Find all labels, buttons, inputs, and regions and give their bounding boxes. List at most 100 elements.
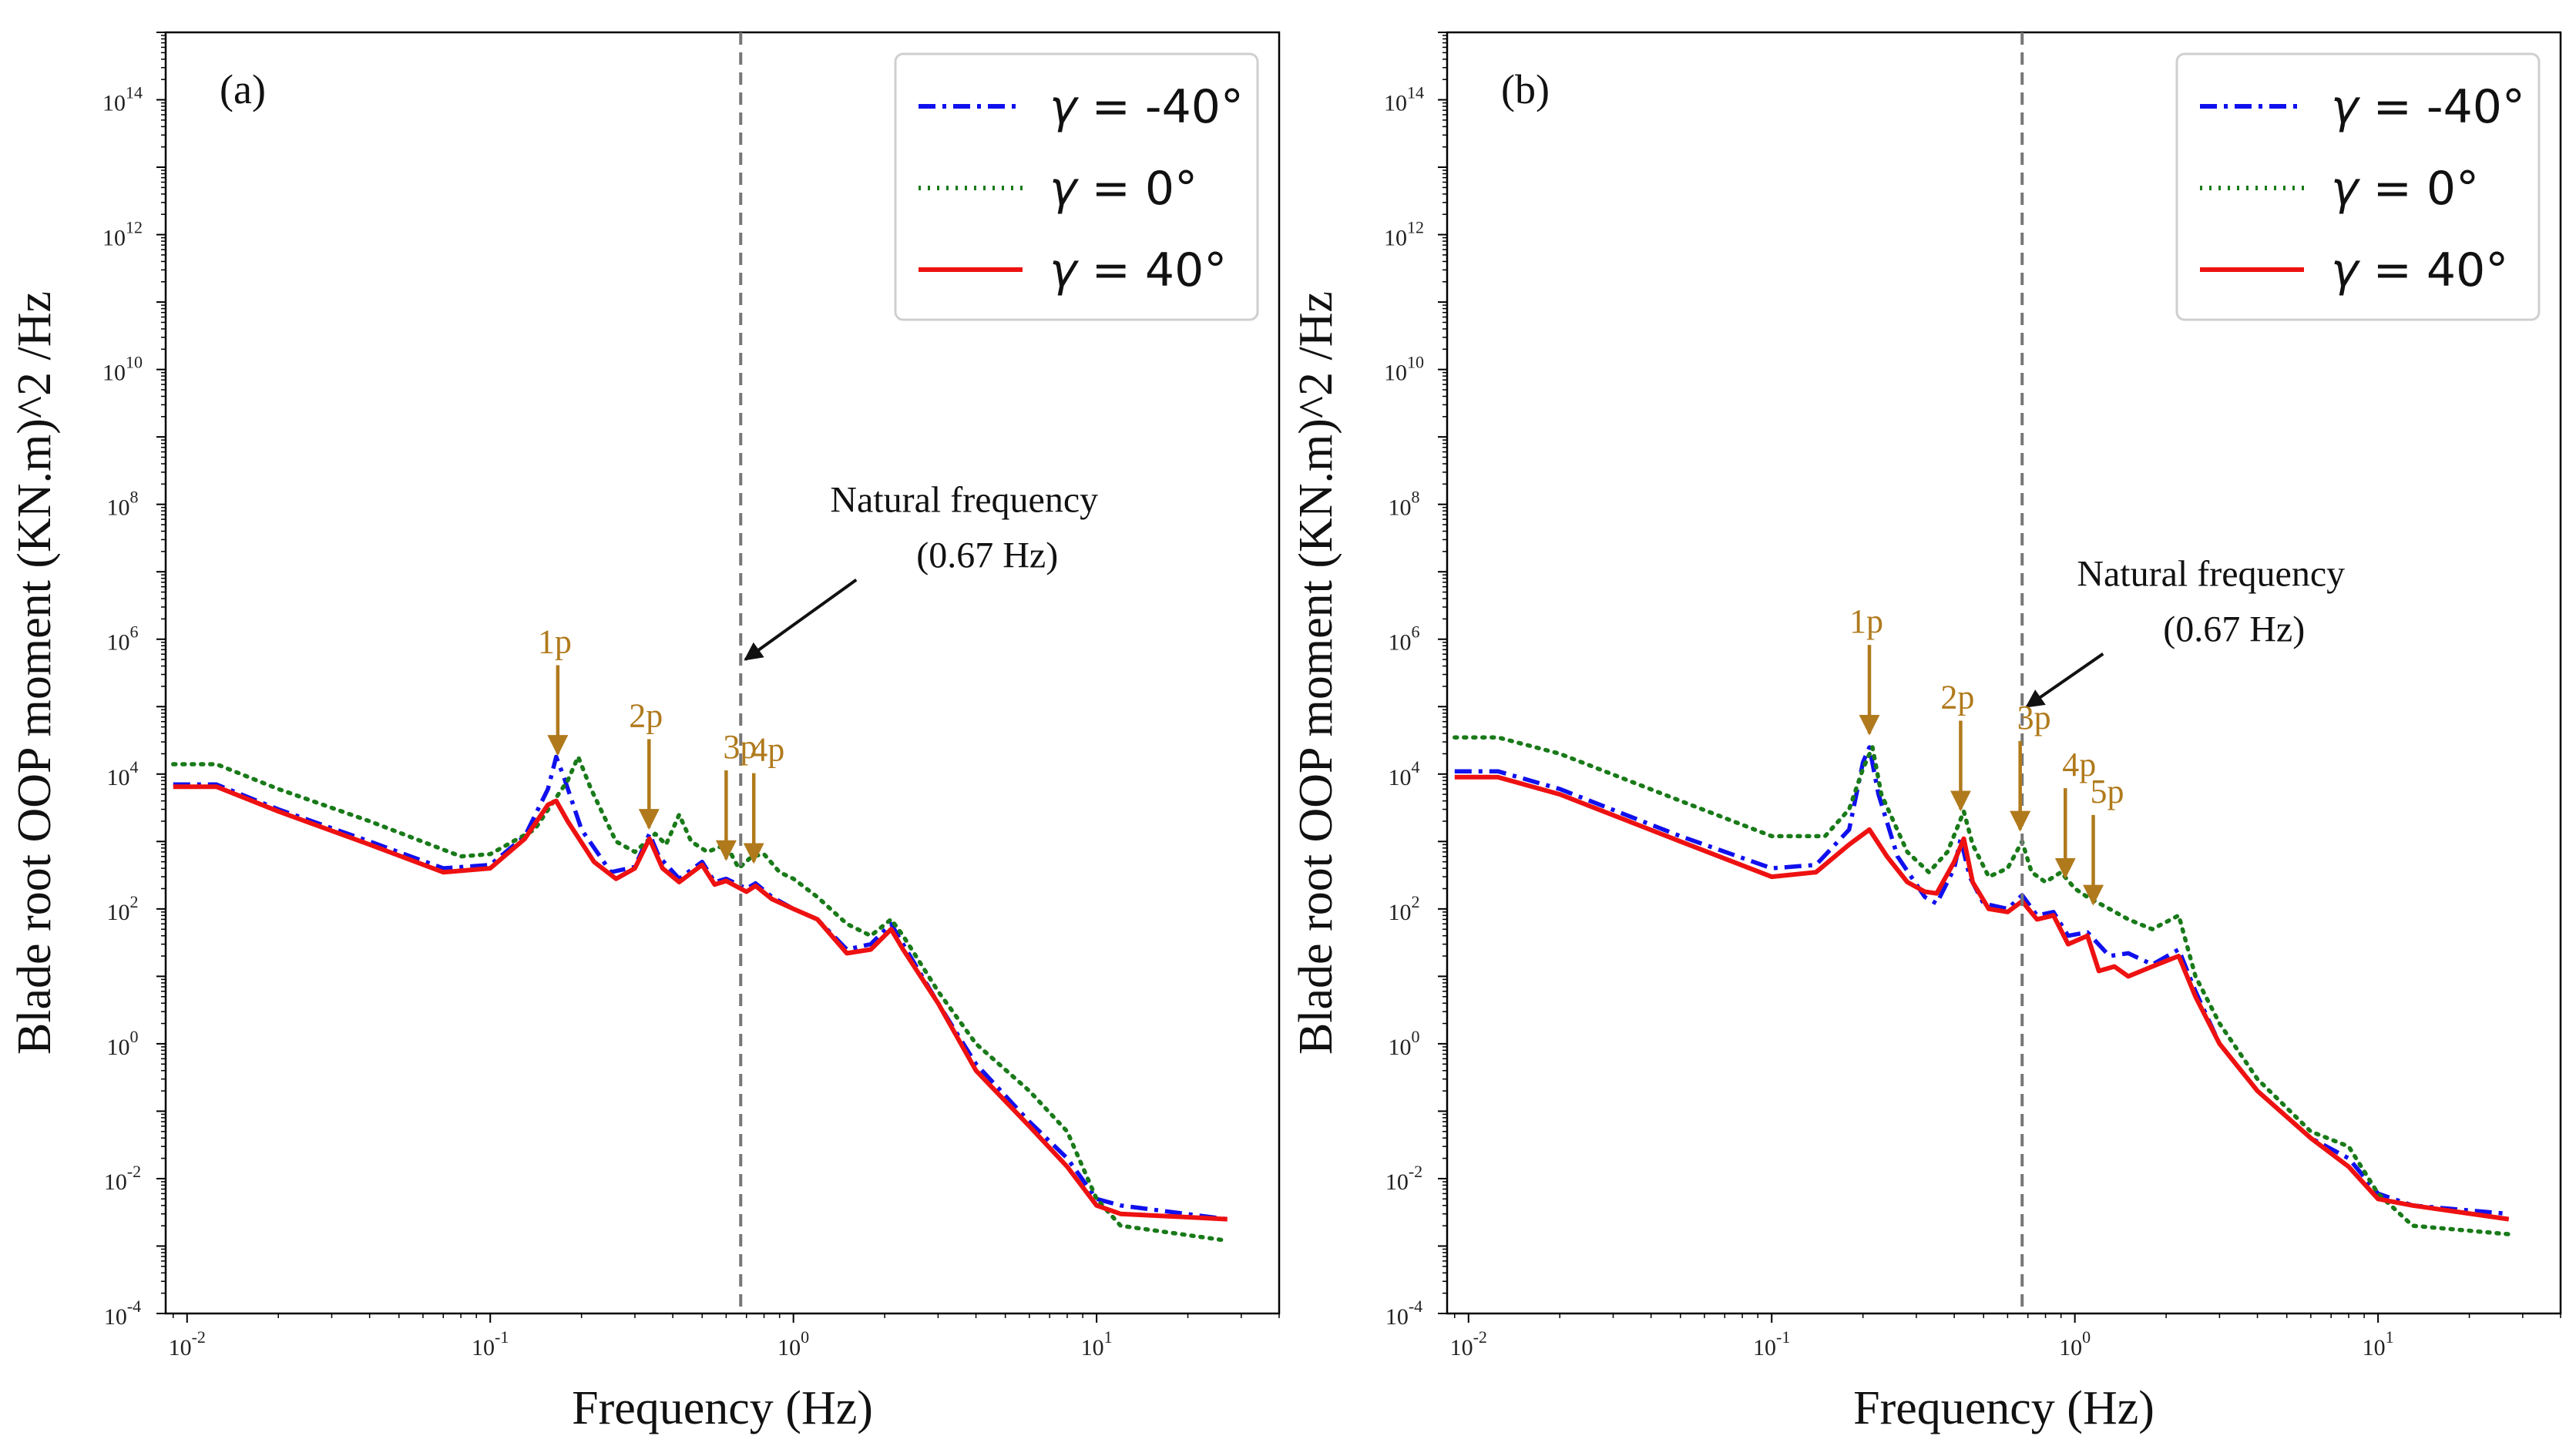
y-tick-exp: -2 — [1409, 1162, 1422, 1181]
harmonic-label-4p: 4p — [751, 731, 784, 769]
y-tick-base: 10 — [1389, 900, 1412, 925]
y-tick-exp: 2 — [1412, 892, 1420, 911]
x-tick-label: 10-2 — [1450, 1327, 1487, 1360]
legend-label-1: γ = 0° — [1050, 162, 1197, 216]
harmonic-label-2p: 2p — [629, 696, 663, 734]
natural-frequency-arrow — [2025, 653, 2104, 708]
y-tick-base: 10 — [107, 765, 130, 790]
legend-greek: γ — [2331, 162, 2361, 216]
plot-frame — [1446, 31, 2562, 1315]
y-tick-base: 10 — [1384, 226, 1407, 251]
legend-greek: γ — [2331, 243, 2361, 297]
y-tick-label: 10-2 — [1385, 1162, 1422, 1195]
y-tick-base: 10 — [104, 1169, 127, 1195]
x-axis-label: Frequency (Hz) — [1853, 1382, 2155, 1434]
legend-value: = 40° — [1077, 243, 1228, 297]
x-tick-label: 10-1 — [472, 1327, 509, 1360]
x-tick-base: 10 — [472, 1335, 495, 1360]
y-tick-base: 10 — [1389, 630, 1412, 656]
series-line-1 — [171, 754, 1230, 1243]
y-tick-exp: 14 — [1407, 83, 1424, 102]
x-tick-label: 10-1 — [1753, 1327, 1790, 1360]
y-tick-label: 1014 — [1384, 83, 1424, 116]
y-tick-base: 10 — [104, 1304, 127, 1330]
natural-frequency-text-line2: (0.67 Hz) — [2163, 609, 2305, 650]
y-tick-exp: 12 — [126, 218, 143, 237]
panel-label: (b) — [1501, 66, 1550, 112]
y-tick-base: 10 — [107, 630, 130, 656]
x-tick-label: 100 — [2059, 1327, 2091, 1360]
y-tick-label: 1010 — [102, 353, 143, 386]
natural-frequency-arrow — [744, 579, 858, 661]
legend: γ = -40°γ = 0°γ = 40° — [2175, 52, 2541, 321]
y-tick-label: 1012 — [102, 218, 143, 251]
y-tick-label: 106 — [107, 622, 139, 656]
harmonic-label-3p: 3p — [2017, 699, 2051, 736]
legend-value: = -40° — [2359, 80, 2525, 134]
legend-box — [2175, 52, 2541, 321]
x-tick-label: 101 — [1081, 1327, 1113, 1360]
x-tick-base: 10 — [169, 1335, 192, 1360]
y-tick-exp: -2 — [127, 1162, 141, 1181]
y-tick-label: 10-2 — [104, 1162, 141, 1195]
legend-label-2: γ = 40° — [1050, 243, 1227, 297]
x-tick-exp: -1 — [495, 1327, 509, 1347]
y-tick-label: 102 — [1389, 892, 1420, 925]
y-tick-label: 1012 — [1384, 218, 1424, 251]
y-tick-base: 10 — [1385, 1169, 1409, 1195]
legend-greek: γ — [1050, 80, 1080, 134]
y-tick-label: 104 — [107, 757, 139, 790]
y-tick-exp: 8 — [130, 488, 139, 507]
x-axis-label: Frequency (Hz) — [572, 1382, 873, 1434]
x-tick-base: 10 — [1450, 1335, 1473, 1360]
y-tick-base: 10 — [1384, 91, 1407, 116]
y-tick-base: 10 — [102, 226, 126, 251]
x-tick-base: 10 — [778, 1335, 801, 1360]
natural-frequency-text-line2: (0.67 Hz) — [916, 535, 1058, 576]
series-line-2 — [173, 784, 1228, 1222]
natural-frequency-text-line1: Natural frequency — [830, 480, 1098, 521]
y-tick-label: 106 — [1389, 622, 1420, 656]
y-tick-base: 10 — [102, 91, 126, 116]
legend-label-0: γ = -40° — [2331, 80, 2525, 134]
y-tick-label: 100 — [1389, 1027, 1420, 1060]
harmonic-label-1p: 1p — [1849, 602, 1883, 640]
natural-frequency-text-line1: Natural frequency — [2077, 554, 2345, 595]
y-tick-label: 1014 — [102, 83, 143, 116]
harmonic-label-5p: 5p — [2091, 773, 2124, 810]
x-tick-exp: 1 — [2386, 1327, 2394, 1347]
legend-label-1: γ = 0° — [2331, 162, 2479, 216]
plot-frame — [164, 31, 1281, 1315]
y-tick-base: 10 — [1384, 361, 1407, 386]
legend-value: = 40° — [2359, 243, 2509, 297]
y-tick-label: 10-4 — [104, 1297, 141, 1330]
y-tick-label: 102 — [107, 892, 139, 925]
x-tick-exp: -2 — [192, 1327, 206, 1347]
harmonic-label-3p: 3p — [723, 728, 757, 766]
y-tick-label: 100 — [107, 1027, 139, 1060]
x-tick-exp: 0 — [2082, 1327, 2091, 1347]
y-tick-base: 10 — [107, 495, 130, 521]
legend-value: = -40° — [1077, 80, 1244, 134]
x-tick-label: 101 — [2363, 1327, 2394, 1360]
x-tick-base: 10 — [1081, 1335, 1104, 1360]
y-axis-label: Blade root OOP moment (KN.m)^2 /Hz — [1290, 291, 1342, 1055]
y-tick-exp: 4 — [1412, 757, 1420, 777]
y-tick-exp: 14 — [126, 83, 143, 102]
y-tick-exp: 2 — [130, 892, 139, 911]
y-tick-base: 10 — [107, 1035, 130, 1060]
y-tick-label: 108 — [107, 488, 139, 521]
x-tick-label: 10-2 — [169, 1327, 206, 1360]
y-tick-base: 10 — [1389, 765, 1412, 790]
legend-greek: γ — [1050, 162, 1080, 216]
y-tick-exp: 12 — [1407, 218, 1424, 237]
x-tick-base: 10 — [1753, 1335, 1776, 1360]
y-tick-base: 10 — [1385, 1304, 1409, 1330]
harmonic-label-4p: 4p — [2062, 746, 2096, 783]
panel-label: (a) — [220, 66, 266, 112]
x-tick-label: 100 — [778, 1327, 809, 1360]
legend-box — [894, 52, 1259, 321]
